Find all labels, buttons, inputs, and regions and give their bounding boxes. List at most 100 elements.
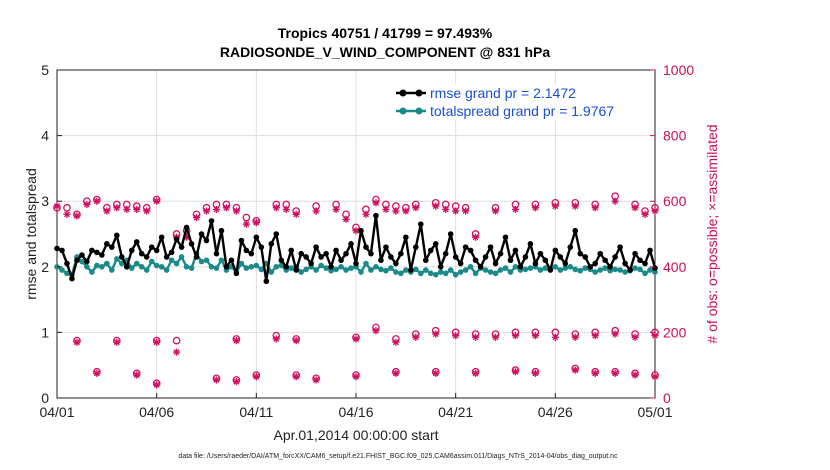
totalspread-point xyxy=(138,264,145,270)
totalspread-point xyxy=(527,265,534,271)
obs-assimilated-point xyxy=(192,214,201,222)
obs-assimilated-stroke xyxy=(103,208,110,215)
rmse-point xyxy=(467,247,474,254)
rmse-point xyxy=(477,264,484,270)
totalspread-point xyxy=(383,267,389,274)
obs-assimilated-point xyxy=(511,205,520,213)
obs-assimilated-point xyxy=(222,204,231,212)
rmse-point xyxy=(323,250,329,257)
rmse-point xyxy=(512,247,519,254)
totalspread-point xyxy=(388,265,394,271)
rmse-point xyxy=(348,241,354,247)
obs-assimilated-stroke xyxy=(402,208,409,215)
obs-assimilated-point xyxy=(292,337,300,345)
rmse-point xyxy=(109,244,115,250)
totalspread-point xyxy=(462,267,469,273)
rmse-point xyxy=(253,234,260,241)
obs-assimilated-point xyxy=(113,204,121,212)
obs-assimilated-stroke xyxy=(632,372,639,379)
obs-assimilated-point xyxy=(282,205,290,213)
obs-assimilated-stroke xyxy=(243,221,250,228)
obs-assimilated-point xyxy=(412,204,420,212)
obs-assimilated-stroke xyxy=(432,331,439,338)
obs-assimilated-point xyxy=(571,366,579,374)
rmse-point xyxy=(527,241,534,247)
legend-rmse-marker xyxy=(399,89,407,97)
rmse-point xyxy=(617,244,623,250)
obs-assimilated-stroke xyxy=(512,368,519,375)
obs-assimilated-stroke xyxy=(313,208,320,215)
obs-assimilated-stroke xyxy=(133,206,140,213)
obs-assimilated-point xyxy=(153,338,161,346)
rmse-point xyxy=(133,239,140,245)
totalspread-point xyxy=(622,269,628,275)
obs-assimilated-point xyxy=(462,207,470,215)
y-tick-label-left: 5 xyxy=(41,62,49,78)
obs-assimilated-point xyxy=(232,337,240,345)
totalspread-point xyxy=(79,258,85,265)
rmse-point xyxy=(313,244,319,250)
obs-assimilated-point xyxy=(332,205,340,213)
rmse-point xyxy=(213,250,220,257)
x-tick-label: 04/21 xyxy=(438,404,473,420)
obs-assimilated-point xyxy=(531,332,539,340)
totalspread-point xyxy=(153,262,160,269)
totalspread-point xyxy=(457,269,464,275)
rmse-point xyxy=(138,250,145,257)
obs-assimilated-point xyxy=(531,204,539,212)
y-tick-label-right: 200 xyxy=(663,324,687,340)
totalspread-point xyxy=(343,267,349,273)
obs-assimilated-point xyxy=(571,333,579,341)
obs-assimilated-point xyxy=(491,207,500,215)
obs-assimilated-point xyxy=(133,371,141,379)
rmse-point xyxy=(457,260,464,267)
rmse-point xyxy=(403,234,409,241)
obs-assimilated-stroke xyxy=(412,204,419,211)
obs-assimilated-point xyxy=(591,332,599,340)
rmse-point xyxy=(358,227,364,234)
rmse-point xyxy=(442,250,449,257)
obs-assimilated-stroke xyxy=(392,208,399,215)
obs-assimilated-stroke xyxy=(572,367,579,374)
totalspread-point xyxy=(188,265,195,271)
obs-assimilated-stroke xyxy=(512,206,519,213)
rmse-point xyxy=(497,250,504,257)
obs-assimilated-point xyxy=(73,338,81,346)
obs-assimilated-point xyxy=(392,338,400,346)
obs-assimilated-point xyxy=(63,210,71,218)
totalspread-point xyxy=(173,260,180,267)
totalspread-point xyxy=(422,267,429,273)
obs-assimilated-stroke xyxy=(213,376,220,383)
obs-assimilated-point xyxy=(551,333,559,341)
totalspread-point xyxy=(398,270,404,277)
rmse-point xyxy=(288,247,295,254)
obs-assimilated-point xyxy=(402,207,410,215)
obs-assimilated-stroke xyxy=(412,334,419,341)
rmse-point xyxy=(353,260,359,267)
rmse-point xyxy=(622,260,628,267)
obs-assimilated-point xyxy=(611,369,619,377)
obs-assimilated-point xyxy=(292,373,300,381)
obs-assimilated-point xyxy=(452,207,460,215)
obs-assimilated-point xyxy=(153,381,161,389)
rmse-point xyxy=(338,257,344,264)
obs-assimilated-stroke xyxy=(472,370,479,377)
obs-assimilated-point xyxy=(93,369,101,377)
totalspread-point xyxy=(278,262,285,269)
rmse-point xyxy=(547,267,554,273)
totalspread-point xyxy=(537,267,544,273)
obs-assimilated-stroke xyxy=(492,208,499,215)
totalspread-point xyxy=(358,269,364,275)
totalspread-point xyxy=(557,267,564,273)
totalspread-point xyxy=(617,267,623,273)
obs-assimilated-point xyxy=(93,197,101,205)
obs-assimilated-stroke xyxy=(592,370,599,377)
obs-assimilated-stroke xyxy=(652,332,658,339)
x-tick-label: 04/01 xyxy=(39,404,74,420)
totalspread-point xyxy=(442,270,449,277)
y-tick-label-left: 0 xyxy=(41,390,49,406)
obs-assimilated-point xyxy=(531,369,539,377)
obs-assimilated-point xyxy=(511,368,520,376)
rmse-point xyxy=(417,221,424,227)
rmse-point xyxy=(118,254,125,260)
